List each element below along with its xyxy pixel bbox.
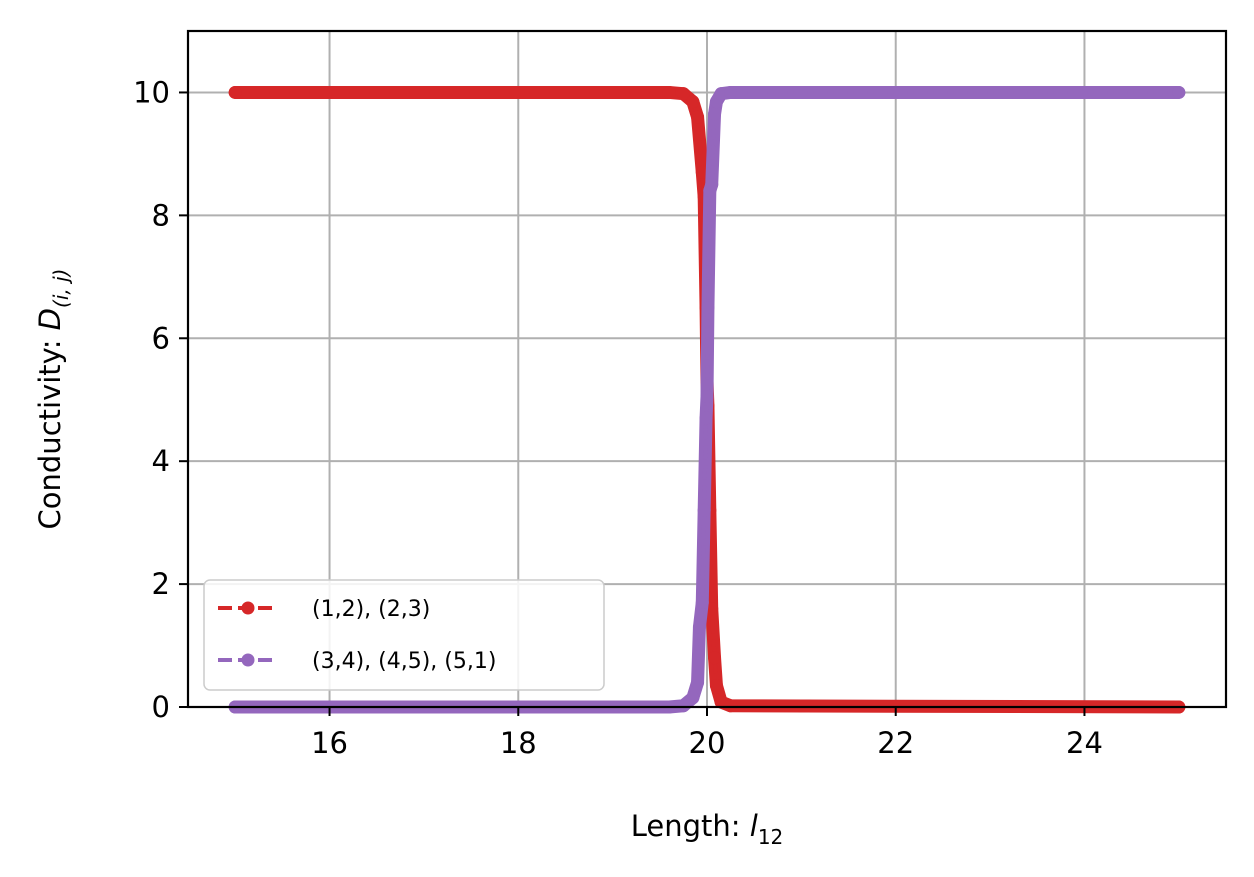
x-tick-label: 18 — [500, 726, 537, 760]
data-point — [699, 411, 713, 425]
data-point — [708, 651, 722, 665]
series-1 — [228, 85, 1186, 714]
x-axis-label: Length: l12 — [631, 809, 784, 849]
legend-marker — [241, 601, 255, 615]
data-point — [676, 87, 690, 101]
y-tick-label: 10 — [133, 75, 170, 109]
data-point — [1172, 85, 1186, 99]
data-point — [701, 301, 715, 315]
data-point — [697, 503, 711, 517]
y-tick-label: 2 — [152, 567, 170, 601]
data-point — [695, 165, 709, 179]
legend-label: (1,2), (2,3) — [312, 597, 430, 622]
data-point — [686, 95, 700, 109]
legend-label: (3,4), (4,5), (5,1) — [312, 649, 496, 674]
y-tick-label: 4 — [152, 444, 170, 478]
data-point — [692, 620, 706, 634]
data-point — [662, 85, 676, 99]
x-axis-label-math: l — [750, 809, 758, 843]
legend-box — [203, 579, 605, 691]
y-tick-label: 8 — [152, 198, 170, 232]
y-tick-label: 6 — [152, 321, 170, 355]
data-point — [705, 178, 719, 192]
legend-marker — [241, 653, 255, 667]
legend-item: (1,2), (2,3) — [218, 597, 430, 622]
y-axis-label: Conductivity: D(i, j) — [33, 269, 73, 530]
data-point — [714, 87, 728, 101]
x-tick-label: 22 — [877, 726, 914, 760]
legend: (1,2), (2,3) (3,4), (4,5), (5,1) — [203, 579, 605, 691]
y-axis-label-sub: (i, j) — [49, 269, 73, 308]
data-point — [709, 678, 723, 692]
y-axis-label-text: Conductivity: — [33, 330, 67, 529]
data-point — [691, 675, 705, 689]
data-point — [686, 691, 700, 705]
data-point — [708, 107, 722, 121]
x-tick-label: 20 — [689, 726, 726, 760]
data-point — [676, 699, 690, 713]
data-point — [228, 85, 242, 99]
x-tick-label: 16 — [311, 726, 348, 760]
data-point — [691, 110, 705, 124]
data-point — [724, 699, 738, 713]
y-tick-label: 0 — [152, 690, 170, 724]
series-line — [235, 90, 1179, 709]
plot-area — [228, 85, 1186, 714]
data-point — [724, 85, 738, 99]
data-point — [700, 390, 714, 404]
y-axis-label-math: D — [33, 308, 67, 330]
x-axis-label-sub: 12 — [758, 825, 783, 849]
x-axis-label-text: Length: — [631, 809, 750, 843]
legend-item: (3,4), (4,5), (5,1) — [218, 649, 496, 674]
x-tick-label: 24 — [1066, 726, 1103, 760]
data-point — [695, 596, 709, 610]
